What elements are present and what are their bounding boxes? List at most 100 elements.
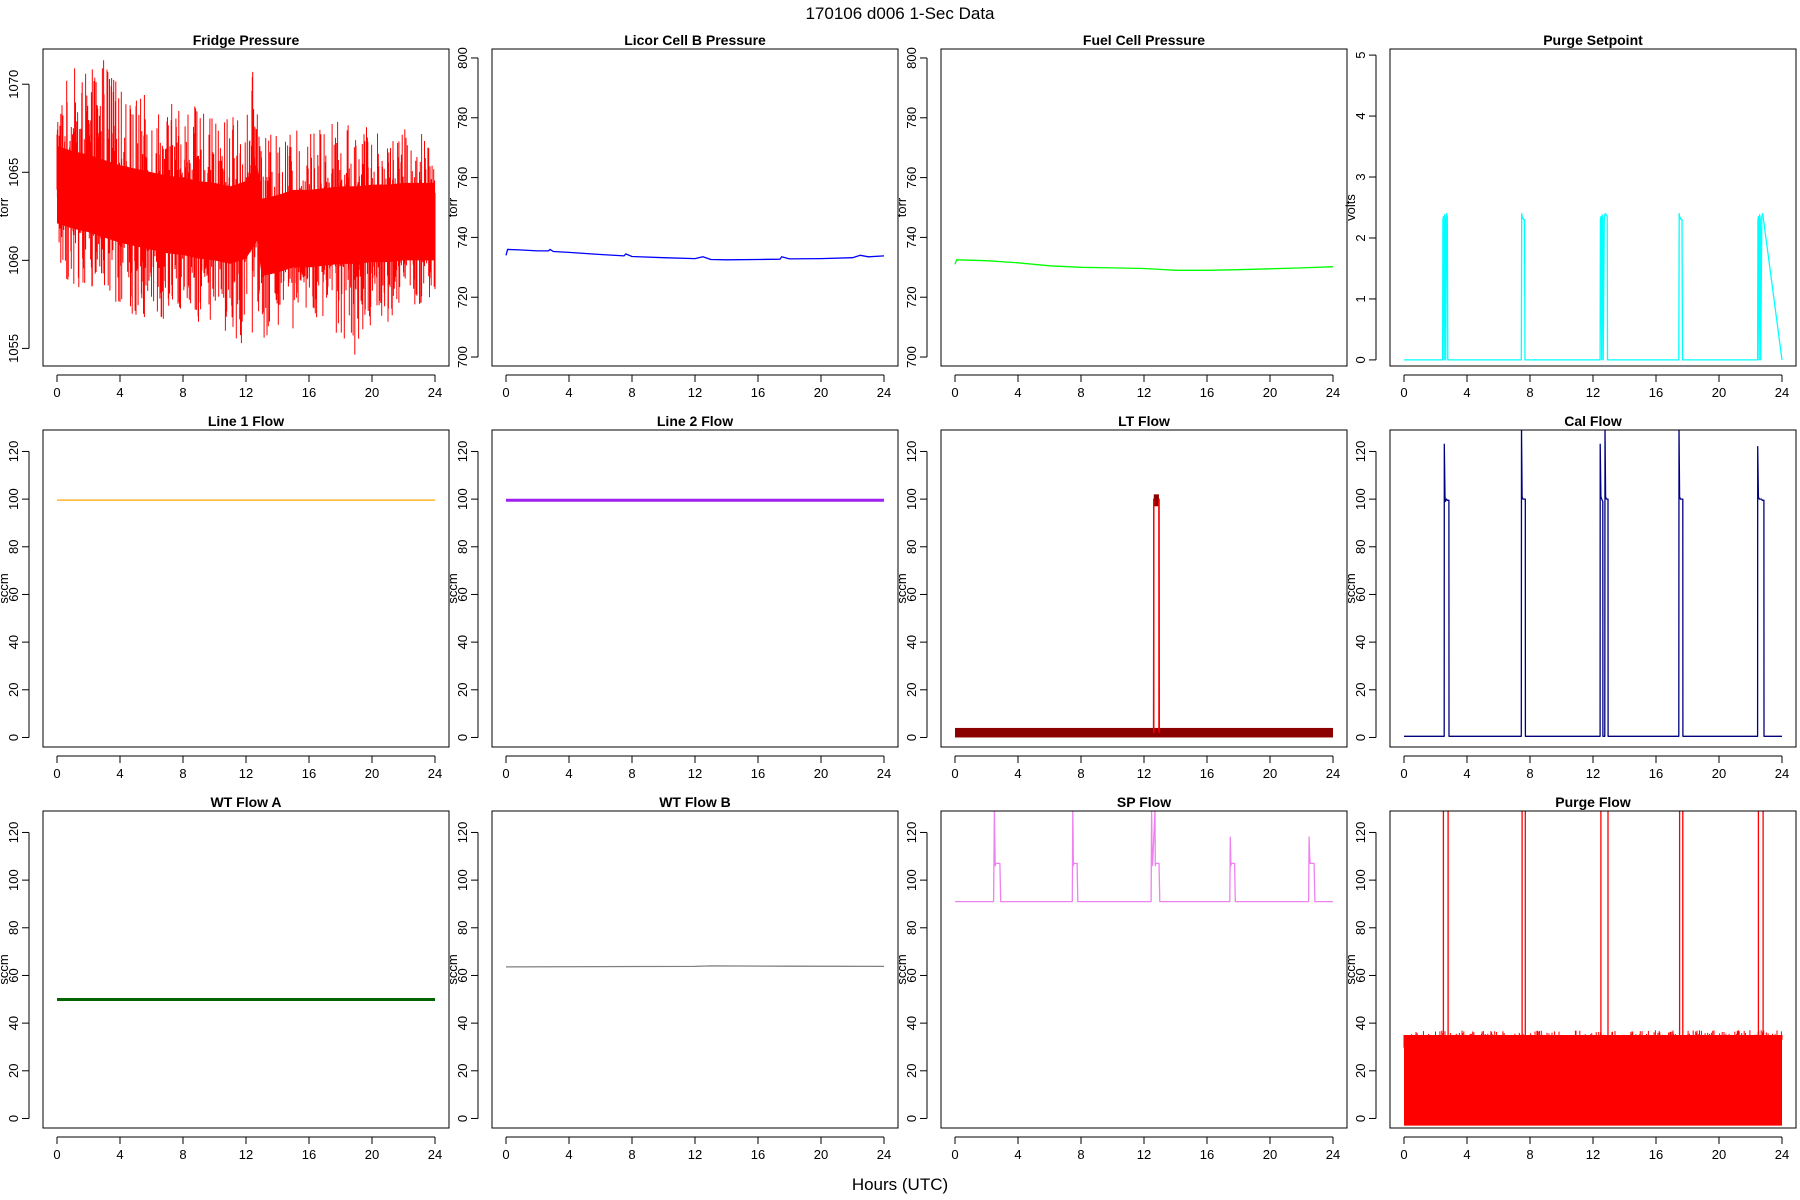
series-spike-cap: [1153, 494, 1159, 507]
y-tick-label: 1065: [6, 158, 21, 187]
panel-title: LT Flow: [1118, 413, 1170, 429]
x-tick-label: 16: [1649, 766, 1663, 781]
x-tick-label: 12: [1586, 766, 1600, 781]
y-tick-label: 0: [455, 734, 470, 741]
y-tick-label: 60: [6, 587, 21, 601]
y-tick-label: 100: [904, 488, 919, 510]
panel: Licor Cell B Pressure 0 4 8 12 16 20 24 700 720 74…: [445, 32, 899, 400]
x-tick-label: 24: [1326, 385, 1340, 400]
y-axis-label: sccm: [445, 954, 460, 984]
x-tick-label: 24: [1775, 385, 1789, 400]
series-group: [505, 965, 885, 968]
x-tick-label: 0: [502, 766, 509, 781]
y-tick-label: 80: [455, 540, 470, 554]
x-tick-label: 24: [877, 1147, 891, 1162]
y-tick-label: 120: [904, 441, 919, 463]
figure-title: 170106 d006 1-Sec Data: [805, 4, 995, 23]
x-tick-label: 0: [951, 385, 958, 400]
series-band: [955, 727, 1333, 738]
figure-x-axis-label: Hours (UTC): [852, 1175, 948, 1194]
plot-frame: [42, 48, 450, 367]
x-tick-label: 16: [1649, 1147, 1663, 1162]
y-tick-label: 100: [1353, 488, 1368, 510]
y-tick-label: 740: [904, 227, 919, 249]
x-tick-label: 20: [1263, 766, 1277, 781]
y-tick-label: 100: [6, 488, 21, 510]
y-axis-label: sccm: [445, 573, 460, 603]
panel-title: Purge Flow: [1555, 794, 1631, 810]
plot-frame: [940, 48, 1348, 367]
series-group: [954, 259, 1334, 271]
y-tick-label: 100: [1353, 869, 1368, 891]
series-group: [1403, 811, 1783, 1126]
x-tick-label: 8: [1526, 766, 1533, 781]
x-tick-label: 4: [1463, 1147, 1470, 1162]
x-tick-label: 4: [565, 1147, 572, 1162]
y-tick-label: 0: [6, 1115, 21, 1122]
series-group: [1404, 212, 1783, 361]
x-tick-label: 12: [1586, 385, 1600, 400]
x-tick-label: 0: [951, 1147, 958, 1162]
plot-frame: [491, 48, 899, 367]
series-line: [955, 811, 1333, 903]
series-group: [1404, 430, 1782, 737]
x-tick-label: 24: [1326, 1147, 1340, 1162]
plot-frame: [42, 429, 450, 748]
y-tick-label: 80: [1353, 921, 1368, 935]
x-tick-label: 0: [53, 766, 60, 781]
x-tick-label: 16: [302, 385, 316, 400]
series-line: [505, 248, 885, 261]
y-tick-label: 120: [455, 822, 470, 844]
y-tick-label: 100: [455, 488, 470, 510]
x-tick-label: 24: [428, 385, 442, 400]
y-tick-label: 40: [904, 635, 919, 649]
x-tick-label: 20: [814, 766, 828, 781]
x-tick-label: 12: [239, 766, 253, 781]
plot-frame: [1389, 810, 1797, 1129]
y-tick-label: 120: [1353, 822, 1368, 844]
panel: Fridge Pressure 0 4 8 12 16 20 24 1055 1060 1065 10…: [0, 32, 450, 400]
y-tick-label: 800: [904, 47, 919, 69]
panel-title: Licor Cell B Pressure: [624, 32, 766, 48]
x-tick-label: 12: [688, 385, 702, 400]
x-tick-label: 12: [1137, 1147, 1151, 1162]
x-tick-label: 8: [1077, 385, 1084, 400]
x-tick-label: 8: [628, 766, 635, 781]
panel-title: WT Flow B: [659, 794, 731, 810]
series-core-band: [57, 145, 435, 277]
y-axis-label: sccm: [0, 573, 11, 603]
x-tick-label: 8: [1077, 766, 1084, 781]
x-tick-label: 8: [628, 1147, 635, 1162]
x-tick-label: 16: [302, 1147, 316, 1162]
panel: Line 1 Flow 0 4 8 12 16 20 24 0 20 40 60 80 100 120 scc…: [0, 413, 450, 781]
series-group: [955, 811, 1333, 903]
x-tick-label: 0: [53, 385, 60, 400]
y-axis-label: torr: [894, 197, 909, 217]
y-tick-label: 120: [6, 441, 21, 463]
y-axis-label: sccm: [1343, 573, 1358, 603]
panel-title: Line 1 Flow: [208, 413, 284, 429]
x-tick-label: 20: [365, 1147, 379, 1162]
panel: SP Flow 0 4 8 12 16 20 24 0 20 40 60 80 100 120 sccm: [894, 794, 1348, 1162]
x-tick-label: 12: [688, 766, 702, 781]
x-tick-label: 4: [116, 385, 123, 400]
x-tick-label: 16: [1649, 385, 1663, 400]
y-tick-label: 20: [904, 683, 919, 697]
y-tick-label: 80: [1353, 540, 1368, 554]
x-tick-label: 0: [502, 385, 509, 400]
x-tick-label: 24: [1326, 766, 1340, 781]
panel: Cal Flow 0 4 8 12 16 20 24 0 20 40 60 80 100 120 sccm: [1343, 413, 1797, 781]
x-tick-label: 20: [1263, 385, 1277, 400]
y-axis-label: torr: [445, 197, 460, 217]
y-tick-label: 20: [6, 683, 21, 697]
x-tick-label: 20: [814, 385, 828, 400]
x-tick-label: 8: [179, 766, 186, 781]
panel-title: Fridge Pressure: [193, 32, 300, 48]
y-tick-label: 40: [1353, 1016, 1368, 1030]
y-tick-label: 0: [904, 734, 919, 741]
y-tick-label: 40: [1353, 635, 1368, 649]
x-tick-label: 24: [428, 766, 442, 781]
x-tick-label: 4: [1014, 385, 1021, 400]
